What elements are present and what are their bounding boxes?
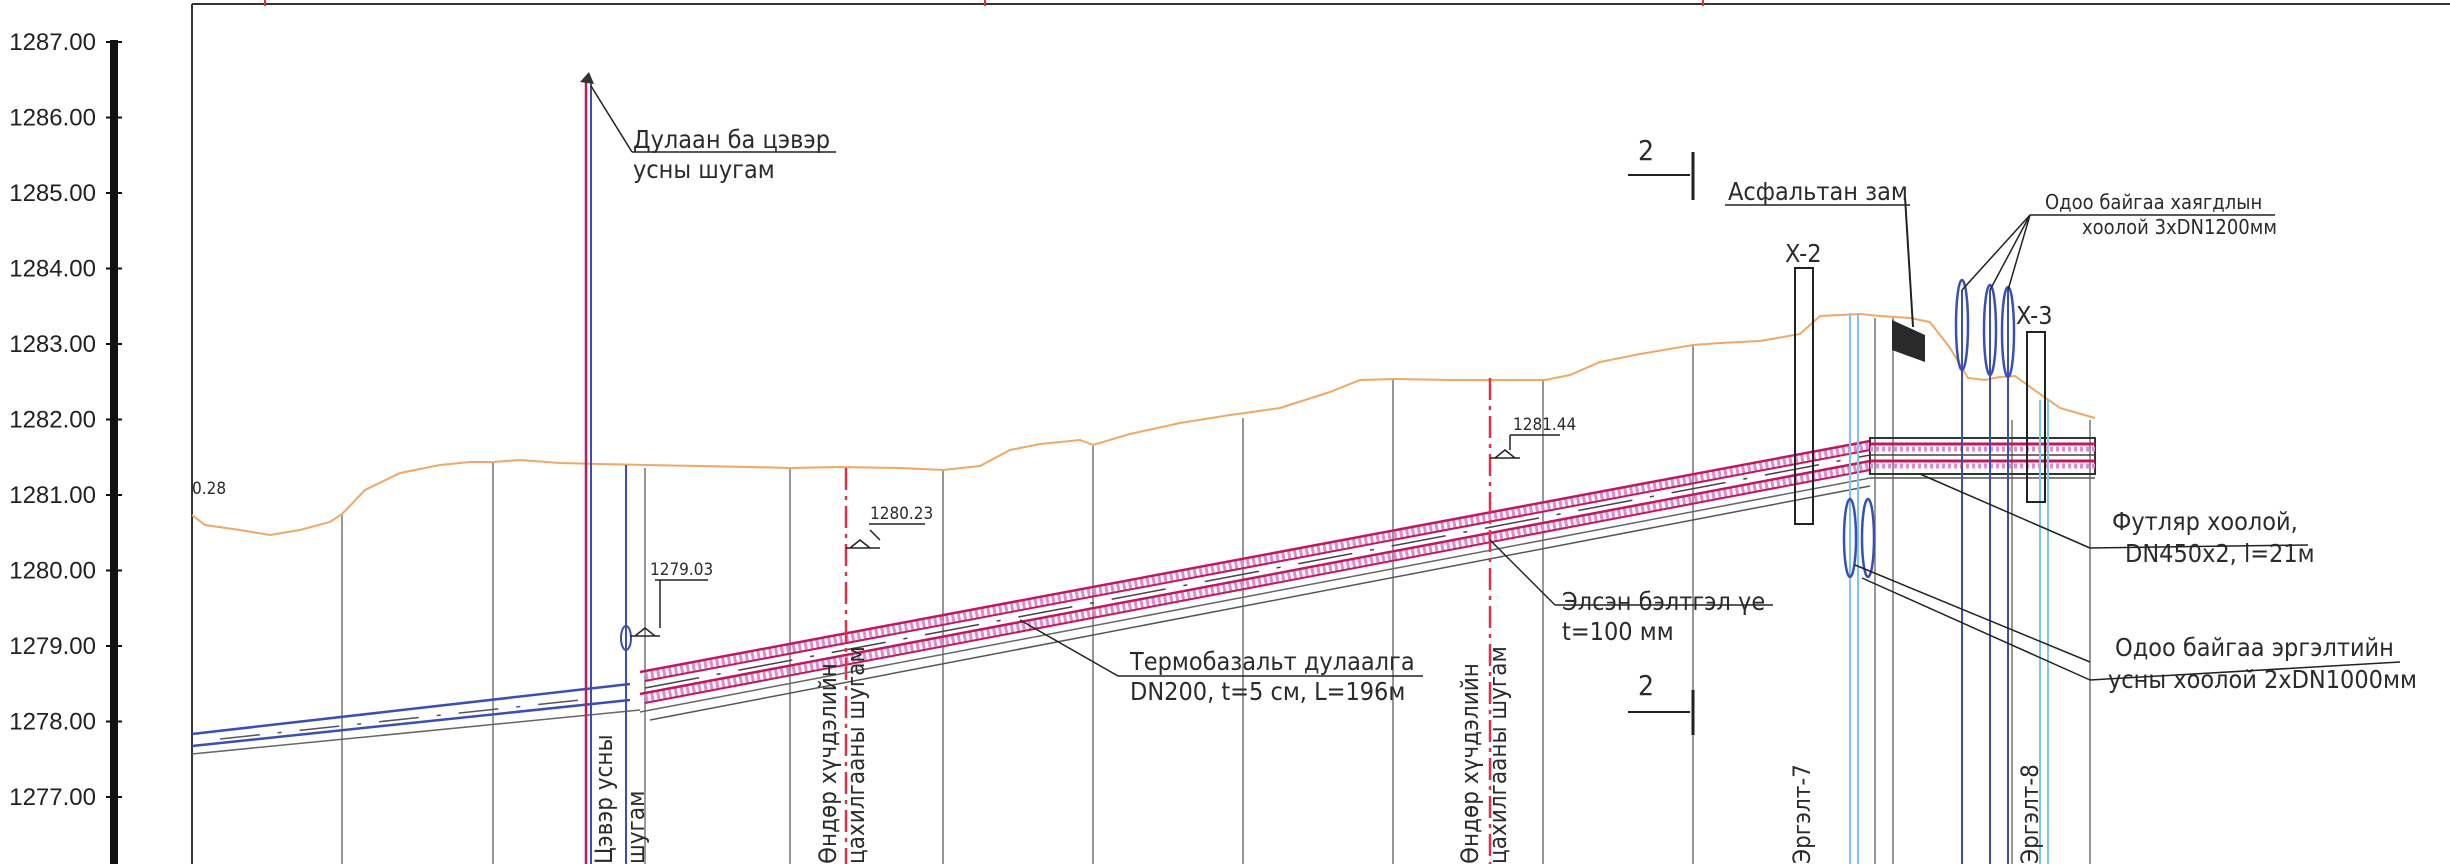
station-lines [341,318,2091,864]
scale-tick-label: 1278.00 [9,709,96,736]
vertical-utility-lines [584,82,2049,864]
elevation-1281: 1281.44 [1513,415,1576,435]
casing-pipe-label-2: DN450x2, l=21м [2125,539,2315,568]
section-2-lower-label: 2 [1638,669,1654,702]
scale-tick-label: 1279.00 [9,633,96,660]
section-marks [1628,152,1695,735]
scale-tick-label: 1286.00 [9,105,96,132]
insulation-label-1: Термобазальт дулаалга [1129,647,1415,676]
x3-box [2026,331,2046,503]
scale-tick-label: 1283.00 [9,331,96,358]
elevation-left-edge: 0.28 [192,479,226,499]
section-2-upper-label: 2 [1638,134,1654,167]
scale-tick-label: 1282.00 [9,407,96,434]
casing-pipe-label-1: Футляр хоолой, [2112,507,2298,536]
scale-tick-label: 1284.00 [9,256,96,283]
water-pipes-label-1: Одоо байгаа эргэлтийн [2115,633,2394,662]
asphalt-road-label: Асфальтан зам [1728,177,1908,206]
clean-water-pipe-label-1: Цэвэр усны [590,734,618,864]
x2-label: X-2 [1785,239,1822,268]
x3-label: X-3 [2016,301,2053,330]
existing-pipe-left [191,682,641,755]
x2-box [1794,267,1814,525]
ergelt-8-label: Эргэлт-8 [2016,764,2044,864]
casing-section [1869,437,2096,479]
ergelt-7-label: Эргэлт-7 [1788,764,1816,864]
scale-tick-label: 1280.00 [9,558,96,585]
hv-cable-1-label-1: Өндөр хүчдэлийн [814,663,842,864]
hv-cable-2-label-1: Өндөр хүчдэлийн [1456,663,1484,864]
pipe-section-symbols [580,72,2016,579]
scale-tick-label: 1281.00 [9,482,96,509]
hv-cable-1-label-2: цахилгааны шугам [842,646,870,864]
elevation-1280: 1280.23 [870,504,933,524]
elevation-1279: 1279.03 [650,560,713,580]
sand-base-label-2: t=100 мм [1562,617,1674,646]
sand-base-label-1: Элсэн бэлтгэл үе [1562,587,1765,616]
scale-bar [110,40,118,864]
drawing-frame [191,0,2450,864]
ground-surface-line [191,312,2096,537]
scale-tick-label: 1277.00 [9,784,96,811]
scale-tick-label: 1285.00 [9,180,96,207]
leader-lines [590,85,2401,681]
scale-ticks: 1287.00 1286.00 1285.00 1284.00 1283.00 1282.… [9,29,122,811]
hv-cable-2-label-2: цахилгааны шугам [1484,646,1512,864]
heat-water-pipe-label-1: Дулаан ба цэвэр [633,125,830,154]
water-pipes-label-2: усны хоолой 2xDN1000мм [2108,665,2417,694]
asphalt-layer [1892,320,1925,362]
annotations: Дулаан ба цэвэр усны шугам Термобазальт … [192,125,2417,864]
sewer-pipes-label-2: хоолой 3xDN1200мм [2082,215,2277,239]
elevation-scale: 1287.00 1286.00 1285.00 1284.00 1283.00 1282.… [9,29,122,864]
heat-water-pipe-label-2: усны шугам [633,155,775,184]
scale-tick-label: 1287.00 [9,29,96,56]
well-boxes [1794,267,2046,525]
sewer-pipes-label-1: Одоо байгаа хаягдлын [2045,190,2262,214]
clean-water-pipe-label-2: шугам [622,791,650,864]
elevation-markers [630,434,1560,637]
insulation-label-2: DN200, t=5 см, L=196м [1130,677,1405,706]
